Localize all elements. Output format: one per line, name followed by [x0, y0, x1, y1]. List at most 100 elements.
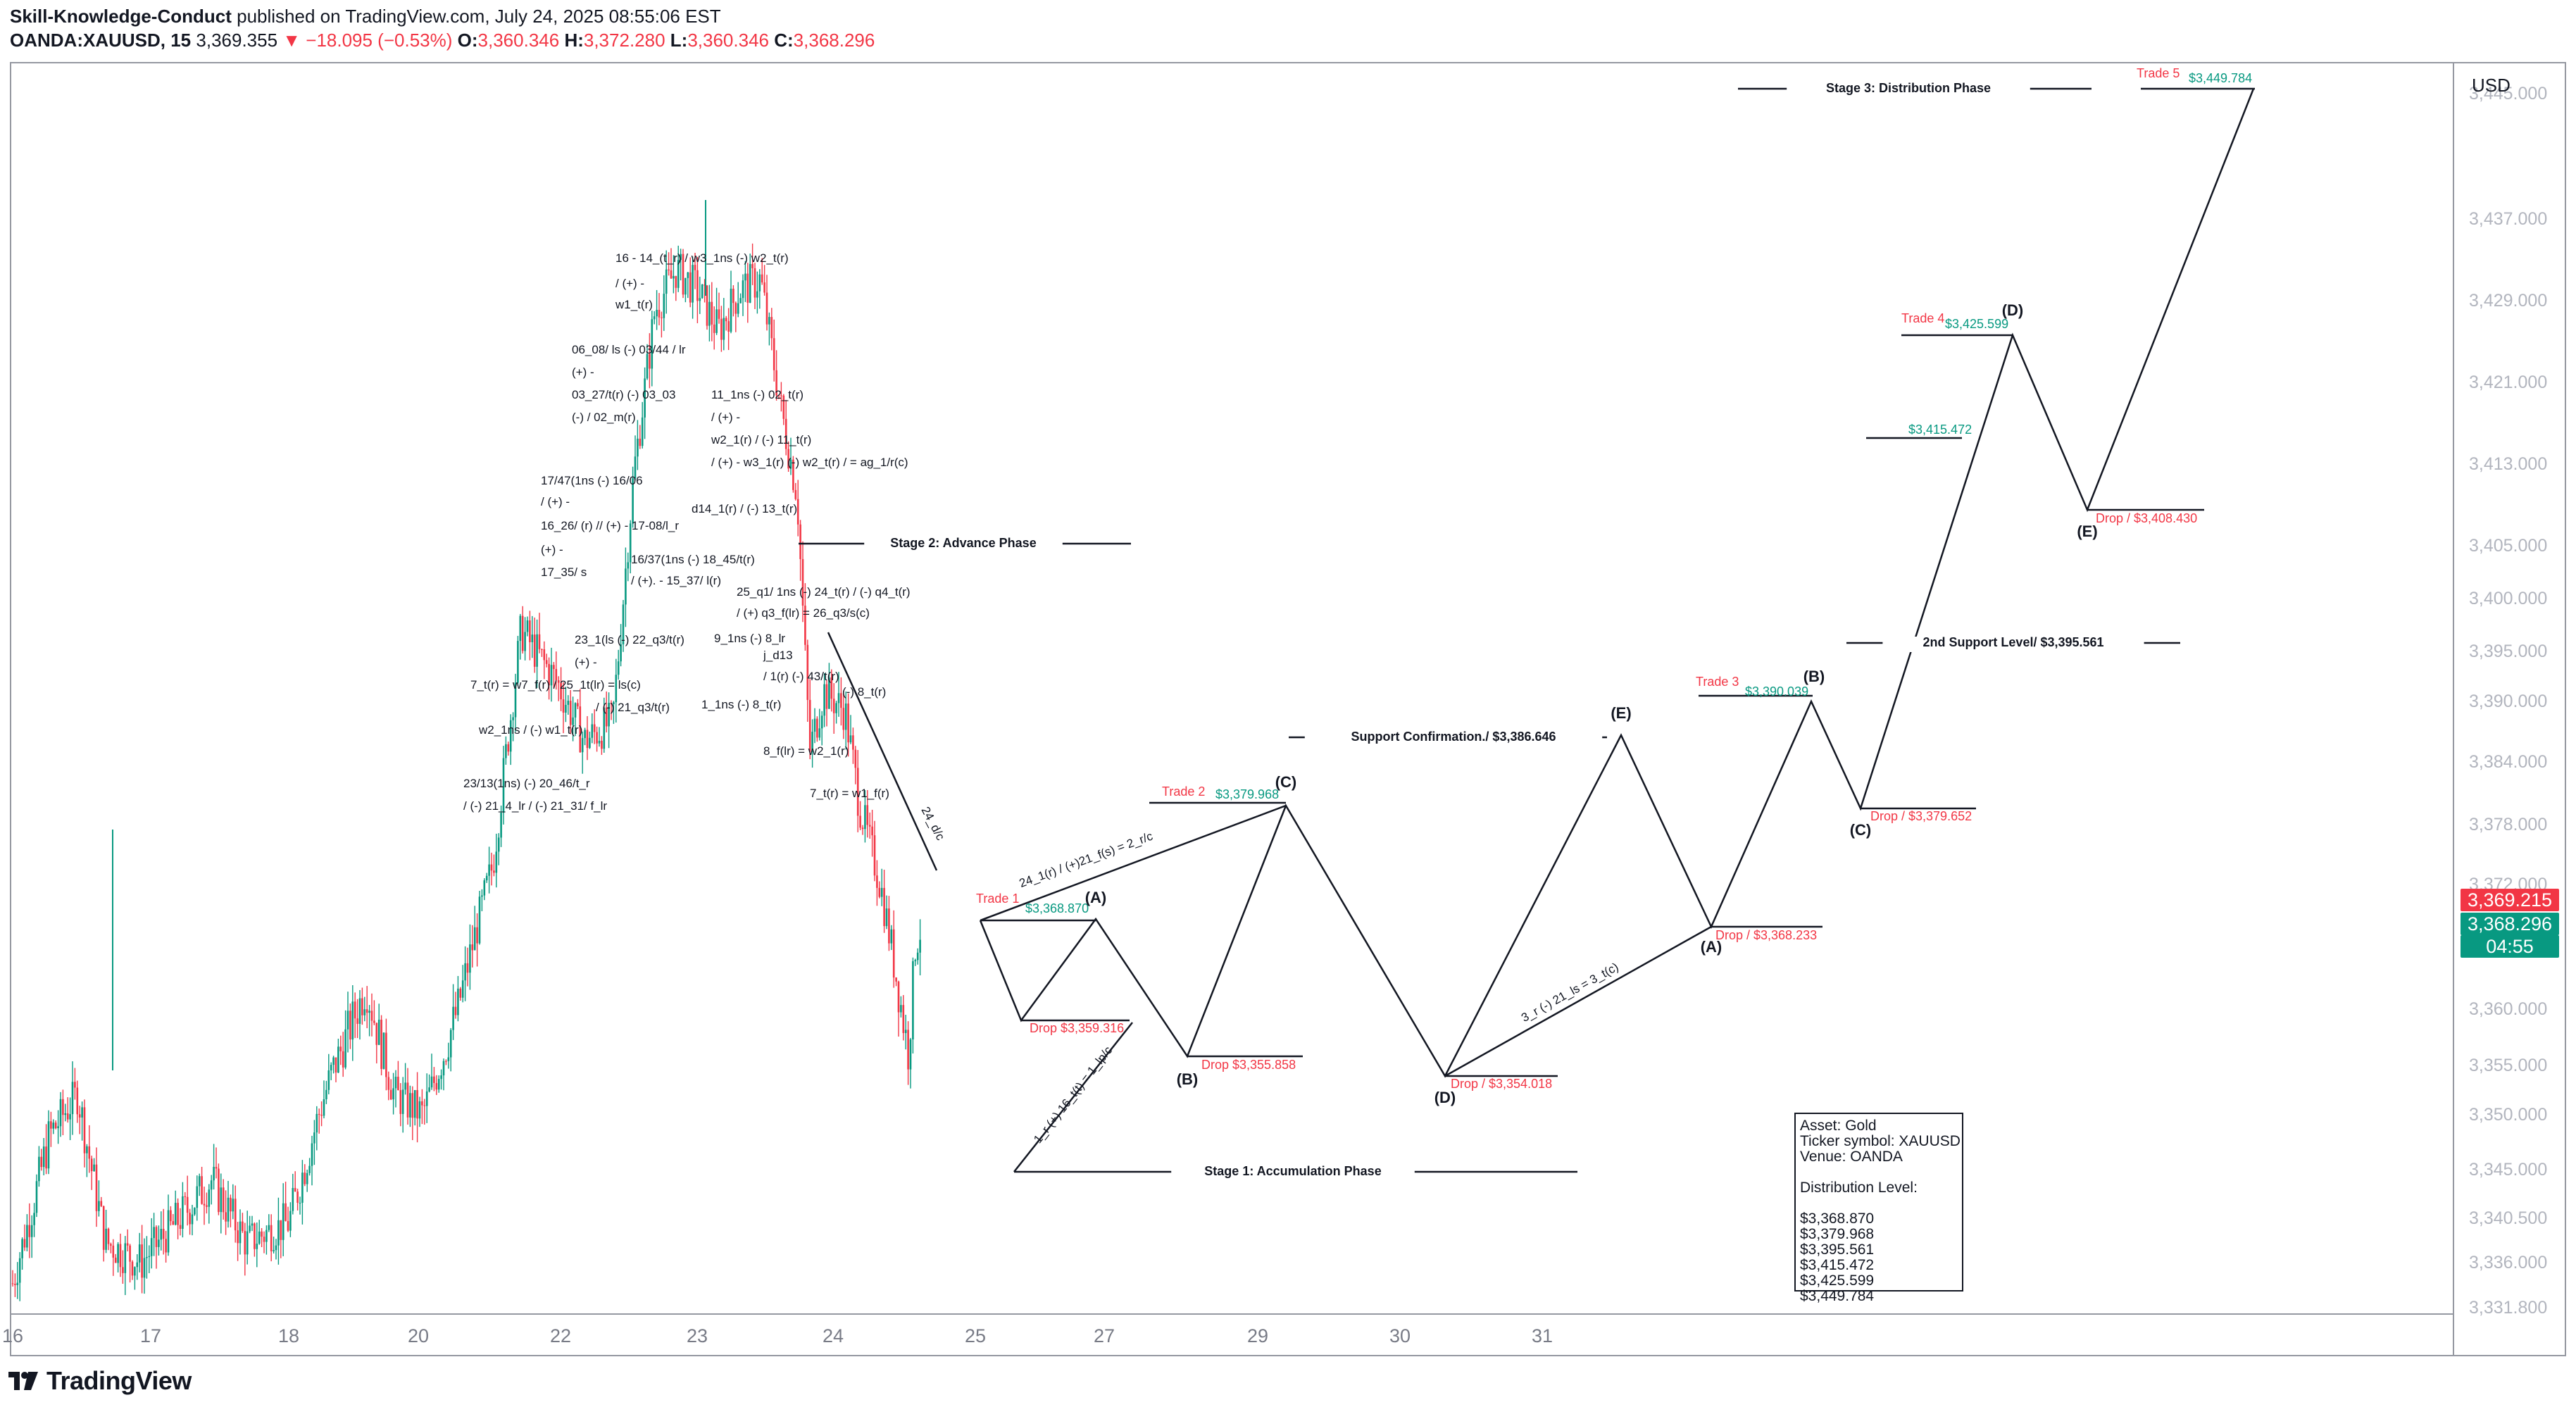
- candle-body: [675, 275, 677, 288]
- candle-body: [93, 1164, 95, 1172]
- candle-body: [440, 1075, 442, 1080]
- candle-body: [315, 1113, 318, 1133]
- candle-body: [261, 1231, 263, 1237]
- candle-body: [74, 1082, 76, 1088]
- candle-body: [782, 395, 785, 419]
- candle-body: [859, 815, 861, 828]
- candle-body: [148, 1256, 151, 1258]
- candle-body: [270, 1225, 273, 1251]
- candle-body: [389, 1089, 392, 1100]
- candle-body: [808, 699, 811, 752]
- tradingview-logo[interactable]: TradingView: [8, 1366, 192, 1396]
- candle-body: [737, 303, 739, 314]
- candle-body: [756, 291, 758, 298]
- note-text: 7_t(r) = w1_f(r): [810, 787, 889, 800]
- note-text: (+) -: [541, 543, 563, 556]
- candle-body: [553, 665, 555, 670]
- y-tick-label: 3,378.000: [2469, 815, 2547, 834]
- candle-body: [665, 269, 668, 294]
- candle-body: [239, 1221, 242, 1244]
- candle-body: [565, 704, 567, 713]
- candle-body: [81, 1107, 83, 1118]
- candle-body: [162, 1229, 165, 1239]
- candle-body: [844, 704, 847, 730]
- wave-label: (A): [1701, 938, 1722, 956]
- x-tick-label: 22: [550, 1325, 571, 1346]
- candle-body: [244, 1231, 246, 1255]
- drop-label: Drop / $3,379.652: [1870, 809, 1972, 823]
- candle-body: [825, 684, 828, 709]
- drop-label: Drop / $3,354.018: [1451, 1077, 1552, 1091]
- y-tick-label: 3,355.000: [2469, 1056, 2547, 1075]
- stage-label: Support Confirmation./ $3,386.646: [1351, 730, 1556, 744]
- candle-body: [289, 1211, 292, 1231]
- candle-body: [725, 318, 727, 322]
- candle-body: [670, 270, 673, 279]
- author-name[interactable]: Skill-Knowledge-Conduct: [10, 6, 232, 27]
- candle-body: [596, 732, 598, 744]
- candle-body: [543, 649, 546, 661]
- diagonal-label: 3_r (-) 21_ls = 3_t(c): [1519, 960, 1620, 1025]
- candle-body: [574, 703, 577, 718]
- candle-body: [189, 1213, 191, 1225]
- candle-body: [457, 988, 459, 1015]
- candle-body: [598, 740, 601, 744]
- candle-body: [234, 1199, 237, 1231]
- candle-body: [545, 660, 548, 664]
- candle-body: [775, 370, 777, 396]
- candle-body: [170, 1210, 172, 1222]
- y-tick-label: 3,445.000: [2469, 84, 2547, 104]
- candle-body: [141, 1244, 143, 1278]
- note-text: / (-) 21_q3/t(r): [596, 701, 670, 714]
- candle-body: [541, 649, 543, 650]
- note-text: (-) 8_t(r): [842, 685, 886, 699]
- candle-body: [744, 273, 746, 281]
- candle-body: [418, 1101, 421, 1119]
- symbol-label[interactable]: OANDA:XAUUSD, 15: [10, 30, 192, 51]
- candle-body: [23, 1239, 26, 1248]
- candle-body: [878, 887, 881, 897]
- candle-body: [356, 1018, 358, 1024]
- candle-body: [653, 316, 656, 320]
- candle-body: [473, 927, 476, 951]
- candle-body: [720, 318, 723, 340]
- wave-label: (C): [1850, 821, 1872, 839]
- info-line: $3,379.968: [1800, 1226, 1875, 1242]
- candle-body: [909, 1039, 912, 1070]
- wave-label: (B): [1803, 668, 1825, 685]
- candle-body: [365, 1009, 368, 1013]
- candle-body: [801, 558, 804, 606]
- candle-body: [131, 1261, 134, 1276]
- candle-body: [122, 1267, 124, 1273]
- candle-body: [512, 717, 514, 720]
- candle-body: [237, 1230, 239, 1244]
- candle-body: [919, 939, 921, 953]
- candle-body: [114, 1257, 117, 1263]
- candle-body: [153, 1227, 155, 1239]
- candle-body: [689, 272, 692, 303]
- wave-label: (D): [2002, 301, 2024, 319]
- candle-body: [490, 864, 493, 871]
- candle-body: [273, 1250, 275, 1251]
- candle-body: [890, 929, 893, 944]
- candle-body: [488, 864, 490, 876]
- currency-label[interactable]: USD: [2472, 75, 2511, 96]
- candle-body: [880, 887, 883, 897]
- candle-body: [763, 282, 765, 293]
- candle-body: [649, 354, 651, 369]
- candle-body: [282, 1203, 285, 1240]
- label-backing: [1787, 82, 2030, 98]
- note-text: / 1(r) (-) 43/t(r): [763, 670, 839, 683]
- candle-body: [382, 1032, 385, 1069]
- label-backing: [864, 537, 1063, 553]
- candle-body: [758, 274, 761, 292]
- candle-body: [481, 895, 483, 897]
- candle-body: [105, 1228, 107, 1250]
- info-line: $3,415.472: [1800, 1257, 1875, 1273]
- candle-body: [830, 677, 833, 699]
- candle-body: [876, 875, 878, 888]
- stage-label: 2nd Support Level/ $3,395.561: [1922, 635, 2103, 649]
- candle-body: [332, 1057, 334, 1065]
- high-label: H:: [564, 30, 584, 51]
